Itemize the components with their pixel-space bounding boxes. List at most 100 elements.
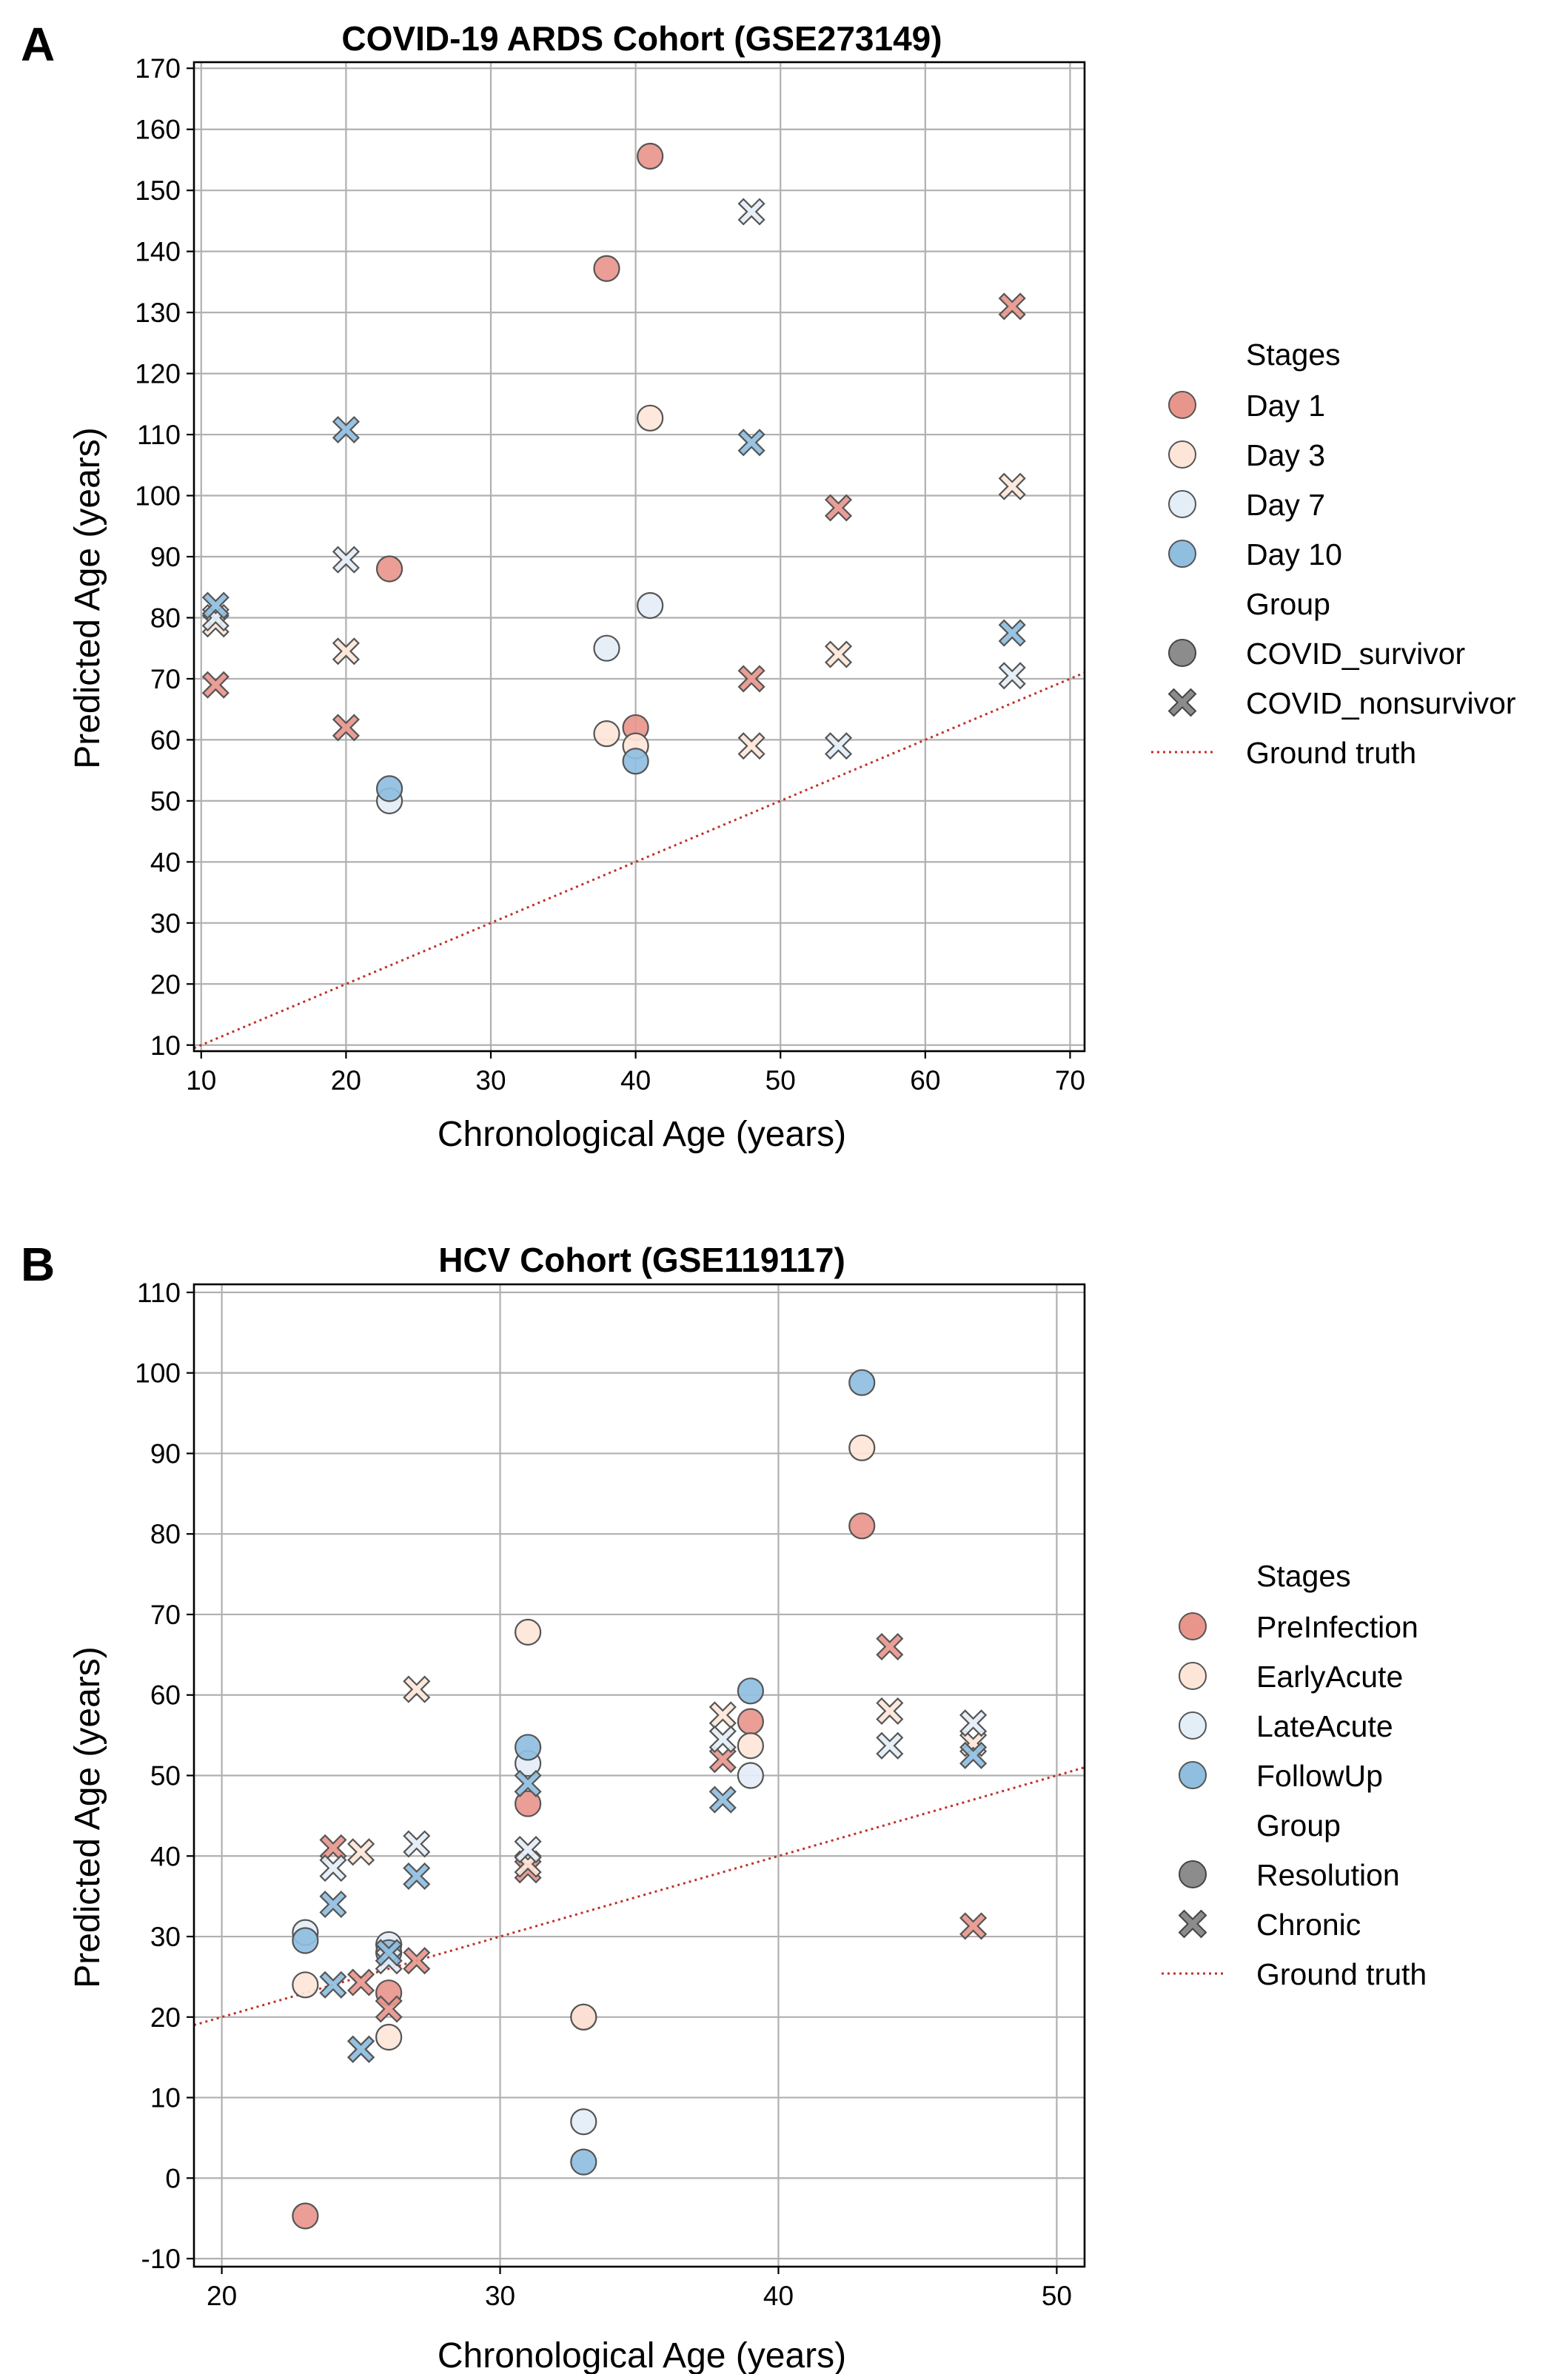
- panel-b-point-cross: [347, 1968, 375, 1996]
- panel-b-point-circle: [292, 1927, 319, 1954]
- panel-b-legend-resolution-marker: [1179, 1860, 1207, 1888]
- panel-b-x-tick-label: 20: [207, 2281, 237, 2311]
- panel-b-ground-truth: [193, 1766, 1085, 2027]
- panel-a-y-tick-label: 10: [150, 1030, 181, 1061]
- panel-b-point-cross: [403, 1862, 431, 1891]
- panel-a-legend-stage-2-marker: [1168, 440, 1196, 469]
- panel-a-y-tick-label: 70: [150, 664, 181, 694]
- panel-a-legend-stage-3: Day 7: [1246, 488, 1325, 522]
- panel-b-point-cross: [375, 1995, 403, 2023]
- panel-a-y-tick-label: 120: [135, 359, 181, 389]
- panel-a-grid: [194, 62, 1085, 1051]
- panel-a-legend-ground-truth: Ground truth: [1246, 736, 1416, 770]
- panel-a-ground-truth-line: [193, 671, 1085, 1050]
- panel-a-legend-group-2: COVID_nonsurvivor: [1246, 686, 1516, 720]
- panel-b-point-circle: [737, 1762, 764, 1789]
- panel-b: B HCV Cohort (GSE119117) 20 30 40 50-100102…: [21, 1238, 1427, 2374]
- panel-a-point-cross: [737, 665, 765, 693]
- panel-a-x-tick-label: 40: [620, 1065, 651, 1096]
- panel-b-ground-truth-line: [193, 1766, 1085, 2027]
- panel-b-y-tick-label: 60: [150, 1680, 181, 1711]
- panel-b-legend-group-1: Resolution: [1256, 1858, 1400, 1892]
- panel-b-point-circle: [515, 1734, 542, 1761]
- panel-b-legend-stage-3-marker: [1179, 1711, 1207, 1740]
- panel-a-point-circle: [593, 255, 620, 282]
- panel-b-point-circle: [292, 1971, 319, 1999]
- panel-a-point-cross: [201, 591, 229, 620]
- panel-b-point-cross: [319, 1890, 347, 1919]
- panel-a-y-tick-label: 30: [150, 908, 181, 939]
- panel-b-point-cross: [959, 1912, 988, 1940]
- panel-b-point-cross: [876, 1632, 904, 1661]
- panel-b-point-cross: [708, 1726, 737, 1754]
- panel-a-x-axis-label: Chronological Age (years): [438, 1115, 846, 1154]
- panel-b-point-circle: [570, 2003, 597, 2031]
- panel-a-point-circle: [622, 748, 649, 775]
- panel-a-point-circle: [637, 591, 664, 620]
- panel-a-y-tick-label: 110: [137, 420, 181, 450]
- panel-a-point-circle: [375, 555, 403, 583]
- panel-a-point-cross: [998, 472, 1026, 500]
- panel-b-legend-stage-2: EarlyAcute: [1256, 1660, 1403, 1694]
- panel-a-legend-survivor-marker: [1168, 639, 1196, 667]
- panel-a-x-tick-label: 10: [186, 1065, 216, 1096]
- panel-b-point-cross: [514, 1769, 542, 1797]
- panel-b-point-cross: [403, 1947, 431, 1975]
- panel-a-point-circle: [637, 142, 664, 170]
- panel-b-x-tick-label: 30: [485, 2281, 515, 2311]
- panel-b-point-cross: [319, 1834, 347, 1862]
- panel-b-points: [292, 1369, 988, 2230]
- panel-b-legend-stage-4-marker: [1179, 1761, 1207, 1789]
- panel-b-letter: B: [21, 1238, 55, 1291]
- panel-a-point-circle: [593, 634, 620, 662]
- panel-b-legend-stage-2-marker: [1179, 1662, 1207, 1690]
- panel-b-x-tick-label: 50: [1042, 2281, 1072, 2311]
- panel-b-y-tick-label: 80: [150, 1519, 181, 1549]
- panel-a-legend-group-title: Group: [1246, 587, 1330, 621]
- legend-x-shape: [1178, 1909, 1207, 1939]
- panel-b-point-cross: [403, 1830, 431, 1858]
- panel-b-y-tick-label: 40: [150, 1841, 181, 1871]
- panel-b-y-tick-label: -10: [141, 2244, 181, 2274]
- panel-a-x-tick-label: 70: [1055, 1065, 1085, 1096]
- panel-a-y-tick-label: 140: [135, 237, 181, 267]
- legend-x-shape: [1167, 688, 1197, 717]
- panel-b-point-circle: [375, 2023, 403, 2051]
- panel-a-x-tick-label: 50: [765, 1065, 796, 1096]
- panel-b-point-circle: [737, 1677, 764, 1705]
- panel-b-grid: [194, 1284, 1085, 2267]
- panel-b-legend-stage-4: FollowUp: [1256, 1759, 1383, 1793]
- panel-a-y-axis-label: Predicted Age (years): [68, 427, 107, 769]
- panel-b-x-tick-label: 40: [763, 2281, 794, 2311]
- panel-b-y-tick-label: 30: [150, 1922, 181, 1952]
- panel-a-x-tick-label: 60: [910, 1065, 940, 1096]
- panel-b-y-axis-label: Predicted Age (years): [68, 1646, 107, 1988]
- panel-a-y-tick-label: 50: [150, 786, 181, 817]
- panel-b-point-cross: [708, 1785, 737, 1814]
- panel-b-y-tick-label: 90: [150, 1438, 181, 1469]
- panel-b-point-cross: [403, 1675, 431, 1703]
- panel-b-legend-stage-1: PreInfection: [1256, 1610, 1418, 1644]
- panel-b-point-cross: [319, 1971, 347, 1999]
- panel-a-point-cross: [824, 640, 853, 668]
- panel-a-y-tick-label: 60: [150, 725, 181, 755]
- panel-a-y-tick-label: 160: [135, 115, 181, 145]
- panel-a-point-circle: [593, 720, 620, 748]
- panel-a-legend-group-1: COVID_survivor: [1246, 637, 1465, 671]
- panel-b-point-circle: [737, 1708, 764, 1735]
- panel-a-point-cross: [737, 429, 765, 457]
- panel-b-y-tick-label: 50: [150, 1761, 181, 1791]
- panel-b-point-circle: [848, 1434, 876, 1461]
- panel-b-y-tick-label: 110: [137, 1278, 181, 1308]
- panel-b-point-cross: [347, 1838, 375, 1866]
- panel-b-legend-stage-3: LateAcute: [1256, 1709, 1393, 1743]
- panel-a: A COVID-19 ARDS Cohort (GSE273149) 10 20 3…: [21, 18, 1516, 1154]
- panel-a-y-tick-label: 80: [150, 603, 181, 633]
- panel-a-y-tick-label: 20: [150, 969, 181, 999]
- panel-b-point-circle: [515, 1790, 542, 1817]
- panel-a-legend-stage-1: Day 1: [1246, 389, 1325, 423]
- panel-b-legend-stage-1-marker: [1179, 1612, 1207, 1640]
- panel-a-legend: Stages Day 1 Day 3 Day 7 Day 10 Group CO…: [1151, 338, 1516, 770]
- panel-b-y-tick-label: 20: [150, 2002, 181, 2033]
- panel-a-letter: A: [21, 18, 55, 71]
